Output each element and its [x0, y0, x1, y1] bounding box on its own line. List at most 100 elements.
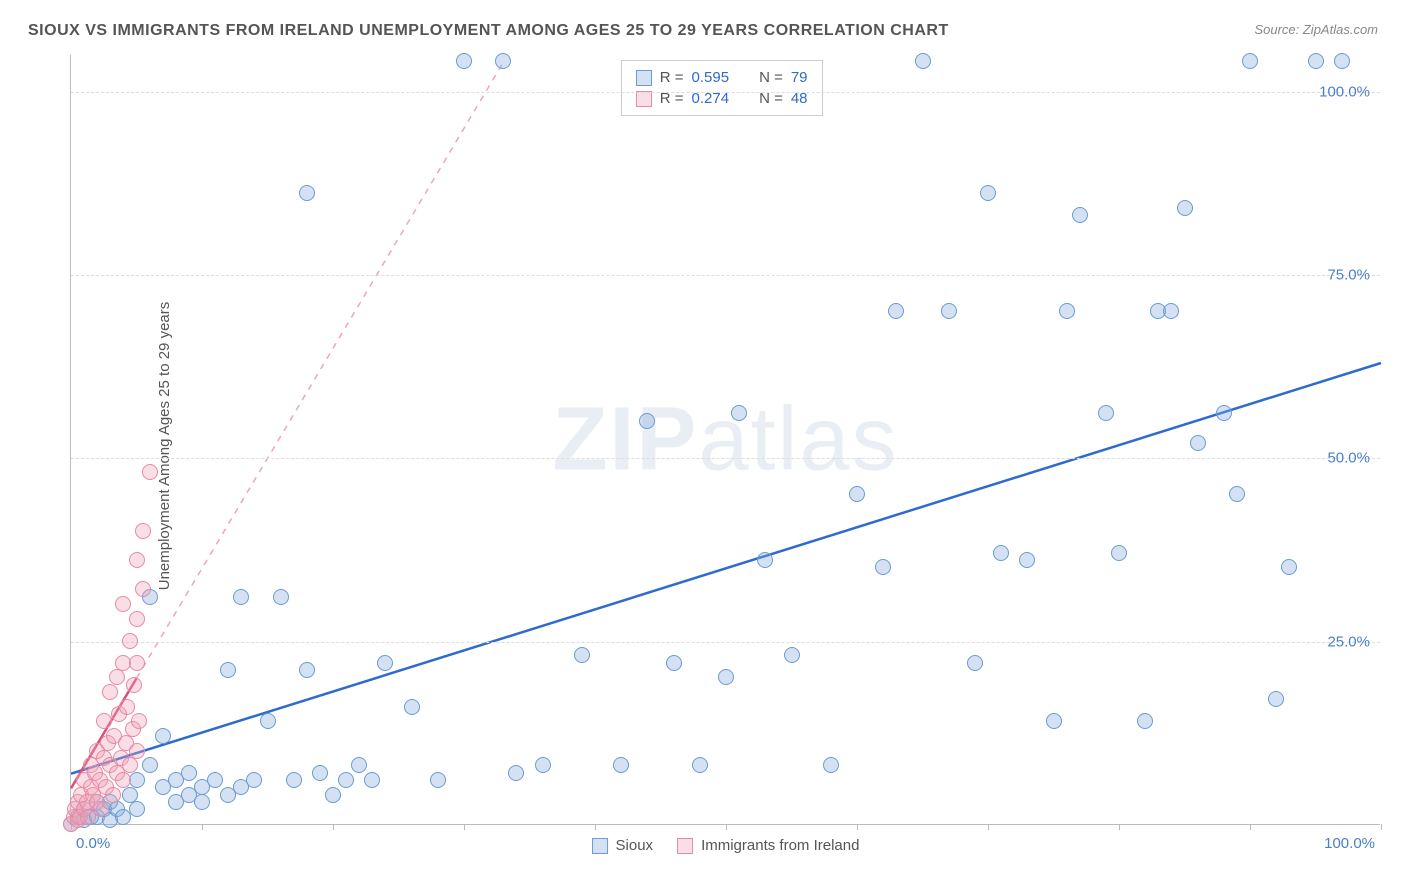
trend-lines	[71, 55, 1380, 824]
gridline	[71, 275, 1380, 276]
pink-swatch-icon	[677, 838, 693, 854]
data-point	[849, 486, 865, 502]
data-point	[888, 303, 904, 319]
data-point	[1216, 405, 1232, 421]
data-point	[122, 633, 138, 649]
data-point	[129, 655, 145, 671]
y-tick-label: 25.0%	[1327, 633, 1370, 650]
chart-title: SIOUX VS IMMIGRANTS FROM IRELAND UNEMPLO…	[28, 22, 949, 40]
r-label: R =	[660, 69, 684, 86]
data-point	[129, 743, 145, 759]
data-point	[325, 787, 341, 803]
data-point	[129, 552, 145, 568]
blue-swatch-icon	[636, 70, 652, 86]
data-point	[784, 647, 800, 663]
data-point	[1098, 405, 1114, 421]
x-tick-mark	[333, 824, 334, 830]
data-point	[495, 53, 511, 69]
data-point	[109, 669, 125, 685]
data-point	[915, 53, 931, 69]
data-point	[1059, 303, 1075, 319]
data-point	[93, 801, 109, 817]
gridline	[71, 458, 1380, 459]
data-point	[731, 405, 747, 421]
data-point	[718, 669, 734, 685]
data-point	[1163, 303, 1179, 319]
data-point	[980, 185, 996, 201]
data-point	[246, 772, 262, 788]
data-point	[338, 772, 354, 788]
data-point	[1229, 486, 1245, 502]
data-point	[364, 772, 380, 788]
data-point	[1111, 545, 1127, 561]
data-point	[823, 757, 839, 773]
x-tick-mark	[1381, 824, 1382, 830]
data-point	[96, 713, 112, 729]
data-point	[129, 611, 145, 627]
data-point	[1137, 713, 1153, 729]
r-value: 0.595	[692, 69, 730, 86]
legend: Sioux Immigrants from Ireland	[592, 837, 860, 854]
data-point	[1177, 200, 1193, 216]
data-point	[142, 464, 158, 480]
data-point	[757, 552, 773, 568]
data-point	[273, 589, 289, 605]
data-point	[666, 655, 682, 671]
x-tick-mark	[857, 824, 858, 830]
data-point	[508, 765, 524, 781]
data-point	[181, 765, 197, 781]
data-point	[115, 596, 131, 612]
data-point	[1334, 53, 1350, 69]
x-tick-mark	[1250, 824, 1251, 830]
data-point	[233, 589, 249, 605]
data-point	[1281, 559, 1297, 575]
data-point	[286, 772, 302, 788]
data-point	[119, 699, 135, 715]
stats-row-sioux: R = 0.595 N = 79	[636, 67, 808, 88]
data-point	[260, 713, 276, 729]
x-tick-label-max: 100.0%	[1324, 835, 1375, 852]
data-point	[135, 581, 151, 597]
data-point	[115, 772, 131, 788]
data-point	[126, 677, 142, 693]
data-point	[941, 303, 957, 319]
data-point	[351, 757, 367, 773]
y-tick-label: 75.0%	[1327, 267, 1370, 284]
data-point	[312, 765, 328, 781]
data-point	[142, 757, 158, 773]
data-point	[377, 655, 393, 671]
plot-area: ZIPatlas R = 0.595 N = 79 R = 0.274 N = …	[70, 55, 1380, 825]
data-point	[993, 545, 1009, 561]
x-tick-mark	[595, 824, 596, 830]
x-tick-label-min: 0.0%	[76, 835, 110, 852]
data-point	[131, 713, 147, 729]
blue-swatch-icon	[592, 838, 608, 854]
data-point	[613, 757, 629, 773]
data-point	[105, 787, 121, 803]
data-point	[1308, 53, 1324, 69]
data-point	[155, 728, 171, 744]
y-tick-label: 50.0%	[1327, 450, 1370, 467]
data-point	[1242, 53, 1258, 69]
data-point	[875, 559, 891, 575]
data-point	[430, 772, 446, 788]
data-point	[1268, 691, 1284, 707]
watermark: ZIPatlas	[552, 388, 898, 491]
correlation-stats-box: R = 0.595 N = 79 R = 0.274 N = 48	[621, 60, 823, 116]
data-point	[456, 53, 472, 69]
data-point	[299, 662, 315, 678]
gridline	[71, 642, 1380, 643]
n-value: 79	[791, 69, 808, 86]
legend-label: Immigrants from Ireland	[701, 837, 859, 854]
data-point	[404, 699, 420, 715]
data-point	[122, 787, 138, 803]
data-point	[129, 801, 145, 817]
gridline	[71, 92, 1380, 93]
legend-label: Sioux	[616, 837, 654, 854]
y-tick-label: 100.0%	[1319, 83, 1370, 100]
x-tick-mark	[988, 824, 989, 830]
x-tick-mark	[1119, 824, 1120, 830]
data-point	[207, 772, 223, 788]
data-point	[967, 655, 983, 671]
data-point	[135, 523, 151, 539]
